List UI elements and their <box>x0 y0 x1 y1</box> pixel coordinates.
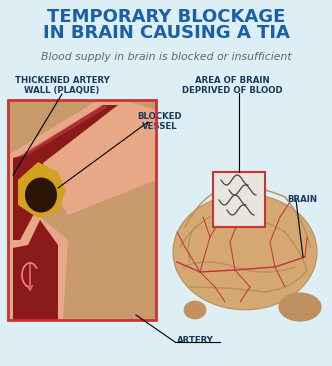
Polygon shape <box>173 194 317 310</box>
Bar <box>213 172 265 227</box>
Bar <box>213 172 265 227</box>
Text: AREA OF BRAIN
DEPRIVED OF BLOOD: AREA OF BRAIN DEPRIVED OF BLOOD <box>182 76 282 96</box>
Polygon shape <box>38 100 156 215</box>
Polygon shape <box>8 215 68 320</box>
Bar <box>8 100 156 320</box>
Text: TEMPORARY BLOCKAGE: TEMPORARY BLOCKAGE <box>47 8 285 26</box>
Polygon shape <box>18 162 66 218</box>
Text: BLOCKED
VESSEL: BLOCKED VESSEL <box>138 112 182 131</box>
Ellipse shape <box>184 301 206 319</box>
Bar <box>8 100 156 320</box>
Polygon shape <box>13 105 118 240</box>
Ellipse shape <box>25 178 57 213</box>
Text: BRAIN: BRAIN <box>287 195 317 204</box>
Polygon shape <box>16 105 108 158</box>
Text: ARTERY: ARTERY <box>177 336 213 345</box>
Text: THICKENED ARTERY
WALL (PLAQUE): THICKENED ARTERY WALL (PLAQUE) <box>15 76 109 96</box>
Ellipse shape <box>279 293 321 321</box>
Polygon shape <box>8 100 123 245</box>
Text: IN BRAIN CAUSING A TIA: IN BRAIN CAUSING A TIA <box>42 24 290 42</box>
Text: Blood supply in brain is blocked or insufficient: Blood supply in brain is blocked or insu… <box>41 52 291 62</box>
Polygon shape <box>13 220 58 320</box>
